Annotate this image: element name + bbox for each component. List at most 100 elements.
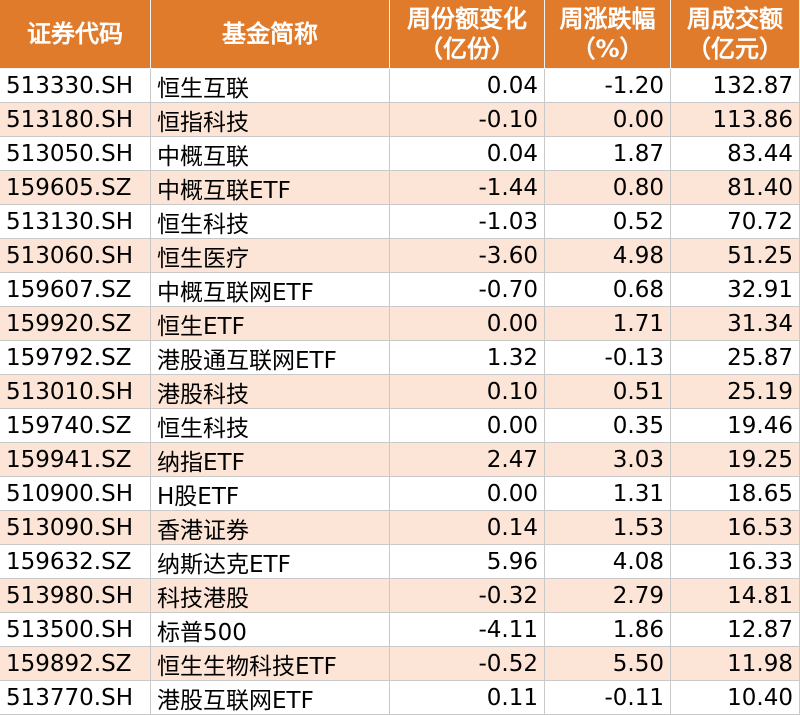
value-cell: 18.65 [671,477,800,511]
name-cell: 恒生科技 [151,409,390,443]
value-cell: 2.79 [545,579,671,613]
value-cell: -1.03 [390,205,545,239]
header-text: 基金简称 [222,20,318,48]
value-cell: 25.19 [671,375,800,409]
value-cell: 132.87 [671,69,800,103]
name-cell: 恒生ETF [151,307,390,341]
header-text: （%） [571,35,644,63]
code-cell: 513330.SH [0,69,151,103]
value-cell: -0.13 [545,341,671,375]
code-cell: 159941.SZ [0,443,151,477]
value-cell: 1.32 [390,341,545,375]
value-cell: 12.87 [671,613,800,647]
value-cell: 14.81 [671,579,800,613]
code-cell: 159792.SZ [0,341,151,375]
code-cell: 513770.SH [0,681,151,715]
value-cell: 0.00 [390,477,545,511]
header-text: 周涨跌幅 [559,5,656,33]
code-cell: 513010.SH [0,375,151,409]
value-cell: 0.14 [390,511,545,545]
code-cell: 513500.SH [0,613,151,647]
value-cell: -0.10 [390,103,545,137]
name-cell: 恒生科技 [151,205,390,239]
header-text: 证券代码 [27,20,123,48]
code-cell: 159607.SZ [0,273,151,307]
code-cell: 513130.SH [0,205,151,239]
code-cell: 513180.SH [0,103,151,137]
value-cell: 19.46 [671,409,800,443]
code-cell: 159920.SZ [0,307,151,341]
value-cell: 0.00 [390,409,545,443]
value-cell: 0.10 [390,375,545,409]
value-cell: 10.40 [671,681,800,715]
header-text: （亿份） [419,35,515,63]
value-cell: -0.70 [390,273,545,307]
value-cell: 16.33 [671,545,800,579]
header-cell: 周涨跌幅 （%） [545,0,671,69]
name-cell: 标普500 [151,613,390,647]
name-cell: 恒指科技 [151,103,390,137]
name-cell: 纳斯达克ETF [151,545,390,579]
code-cell: 513090.SH [0,511,151,545]
value-cell: 0.00 [545,103,671,137]
value-cell: 32.91 [671,273,800,307]
value-cell: 0.00 [390,307,545,341]
header-cell: 周份额变化 （亿份） [390,0,545,69]
value-cell: -0.11 [545,681,671,715]
value-cell: 1.87 [545,137,671,171]
name-cell: 恒生互联 [151,69,390,103]
value-cell: 4.98 [545,239,671,273]
value-cell: 3.03 [545,443,671,477]
code-cell: 159605.SZ [0,171,151,205]
name-cell: 恒生医疗 [151,239,390,273]
value-cell: 2.47 [390,443,545,477]
name-cell: 中概互联 [151,137,390,171]
value-cell: 19.25 [671,443,800,477]
name-cell: 香港证券 [151,511,390,545]
name-cell: 恒生生物科技ETF [151,647,390,681]
value-cell: -1.44 [390,171,545,205]
header-text: 周份额变化 [407,5,527,33]
value-cell: 0.52 [545,205,671,239]
code-cell: 510900.SH [0,477,151,511]
value-cell: -1.20 [545,69,671,103]
header-cell: 基金简称 [151,0,390,69]
name-cell: 纳指ETF [151,443,390,477]
value-cell: 1.31 [545,477,671,511]
value-cell: 0.68 [545,273,671,307]
name-cell: 港股科技 [151,375,390,409]
value-cell: 0.51 [545,375,671,409]
value-cell: 0.80 [545,171,671,205]
value-cell: 16.53 [671,511,800,545]
value-cell: -3.60 [390,239,545,273]
value-cell: 31.34 [671,307,800,341]
value-cell: 5.50 [545,647,671,681]
code-cell: 513060.SH [0,239,151,273]
value-cell: 1.71 [545,307,671,341]
code-cell: 159740.SZ [0,409,151,443]
value-cell: 25.87 [671,341,800,375]
code-cell: 159892.SZ [0,647,151,681]
name-cell: H股ETF [151,477,390,511]
header-cell: 周成交额 （亿元） [671,0,800,69]
name-cell: 港股互联网ETF [151,681,390,715]
name-cell: 中概互联ETF [151,171,390,205]
value-cell: -4.11 [390,613,545,647]
value-cell: -0.32 [390,579,545,613]
header-text: （亿元） [687,35,783,63]
value-cell: 5.96 [390,545,545,579]
name-cell: 中概互联网ETF [151,273,390,307]
value-cell: -0.52 [390,647,545,681]
value-cell: 0.35 [545,409,671,443]
value-cell: 1.86 [545,613,671,647]
name-cell: 科技港股 [151,579,390,613]
value-cell: 51.25 [671,239,800,273]
value-cell: 4.08 [545,545,671,579]
value-cell: 1.53 [545,511,671,545]
header-cell: 证券代码 [0,0,151,69]
value-cell: 0.11 [390,681,545,715]
value-cell: 81.40 [671,171,800,205]
value-cell: 0.04 [390,69,545,103]
code-cell: 513980.SH [0,579,151,613]
